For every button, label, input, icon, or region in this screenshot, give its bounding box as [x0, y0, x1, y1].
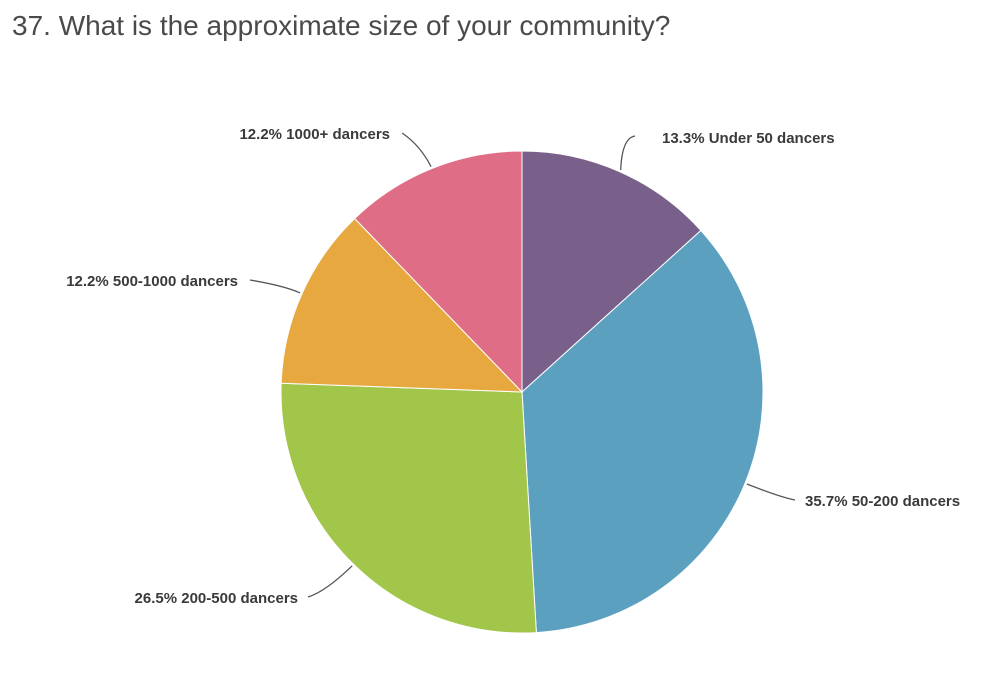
pie-slice-3 — [280, 382, 537, 634]
leader-line-2 — [746, 483, 796, 501]
leader-line-1 — [620, 135, 636, 170]
slice-label-4: 12.2% 500-1000 dancers — [66, 273, 238, 290]
slice-label-1: 13.3% Under 50 dancers — [662, 130, 835, 147]
pie-slice-4 — [280, 217, 524, 393]
leader-line-4 — [249, 279, 301, 294]
pie-slices — [280, 150, 764, 634]
slice-label-3: 26.5% 200-500 dancers — [135, 590, 298, 607]
pie-slice-2 — [521, 229, 764, 634]
chart-title: 37. What is the approximate size of your… — [12, 10, 671, 41]
leader-lines — [249, 132, 796, 598]
leader-line-5 — [401, 132, 432, 167]
slice-labels: 13.3% Under 50 dancers 35.7% 50-200 dance… — [66, 126, 960, 607]
slice-label-5: 12.2% 1000+ dancers — [239, 126, 390, 143]
pie-slice-1 — [521, 150, 702, 394]
slice-label-2: 35.7% 50-200 dancers — [805, 493, 960, 510]
leader-line-3 — [307, 565, 353, 598]
pie-slice-5 — [353, 150, 523, 394]
